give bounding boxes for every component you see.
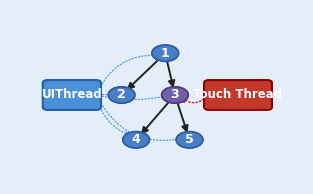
Circle shape xyxy=(162,87,188,103)
FancyBboxPatch shape xyxy=(43,80,101,110)
FancyBboxPatch shape xyxy=(32,19,289,177)
FancyBboxPatch shape xyxy=(204,80,272,110)
Text: UIThread: UIThread xyxy=(42,88,102,101)
Text: 1: 1 xyxy=(161,47,170,60)
Text: 3: 3 xyxy=(171,88,179,101)
Text: Touch Thread: Touch Thread xyxy=(193,88,283,101)
Circle shape xyxy=(123,132,150,148)
Text: 2: 2 xyxy=(117,88,126,101)
Circle shape xyxy=(108,87,135,103)
Circle shape xyxy=(152,45,179,61)
Text: 4: 4 xyxy=(132,133,141,146)
Text: 5: 5 xyxy=(185,133,194,146)
Circle shape xyxy=(176,132,203,148)
